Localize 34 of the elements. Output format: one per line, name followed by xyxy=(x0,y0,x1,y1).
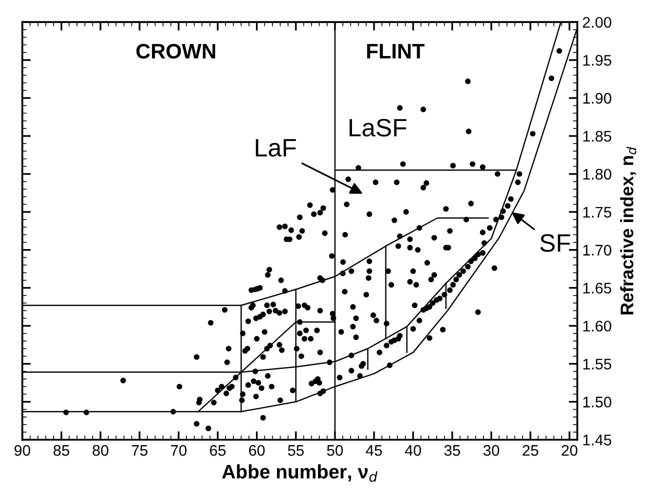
y-tick-label: 1.50 xyxy=(583,396,612,408)
x-tick-label: 90 xyxy=(14,445,30,456)
y-axis-title: Refractive index, n$_{d}$ xyxy=(620,146,636,314)
x-tick-label: 25 xyxy=(522,445,538,456)
annotation: LaF xyxy=(256,139,296,157)
y-tick-label: 1.75 xyxy=(583,206,612,218)
y-tick-label: 1.45 xyxy=(583,434,612,446)
x-axis-title: Abbe number, ν$_{d}$ xyxy=(222,464,378,482)
x-tick-label: 60 xyxy=(249,445,265,456)
annotation: SF xyxy=(540,234,570,252)
x-tick-label: 75 xyxy=(132,445,148,456)
annotation: CROWN xyxy=(136,44,216,59)
x-tick-label: 85 xyxy=(54,445,70,456)
y-tick-label: 1.60 xyxy=(583,320,612,332)
y-tick-label: 2.00 xyxy=(582,16,612,28)
x-tick-label: 50 xyxy=(327,445,343,456)
annotation: FLINT xyxy=(367,44,425,58)
y-tick-label: 1.85 xyxy=(583,130,612,142)
y-tick-label: 1.95 xyxy=(583,54,612,66)
annotation: LaSF xyxy=(350,118,406,137)
y-tick-label: 1.65 xyxy=(583,282,612,294)
x-tick-label: 70 xyxy=(170,445,187,456)
x-tick-label: 45 xyxy=(366,445,382,456)
y-tick-label: 1.80 xyxy=(583,168,612,180)
y-tick-label: 1.55 xyxy=(583,358,612,370)
x-tick-label: 35 xyxy=(444,445,460,456)
x-tick-label: 55 xyxy=(288,445,304,456)
y-tick-label: 1.90 xyxy=(583,92,612,104)
x-tick-label: 80 xyxy=(92,445,108,456)
x-tick-label: 65 xyxy=(210,445,226,456)
x-tick-label: 30 xyxy=(483,445,500,456)
x-tick-label: 20 xyxy=(562,445,578,456)
y-tick-label: 1.70 xyxy=(583,244,612,256)
x-tick-label: 40 xyxy=(404,445,422,456)
